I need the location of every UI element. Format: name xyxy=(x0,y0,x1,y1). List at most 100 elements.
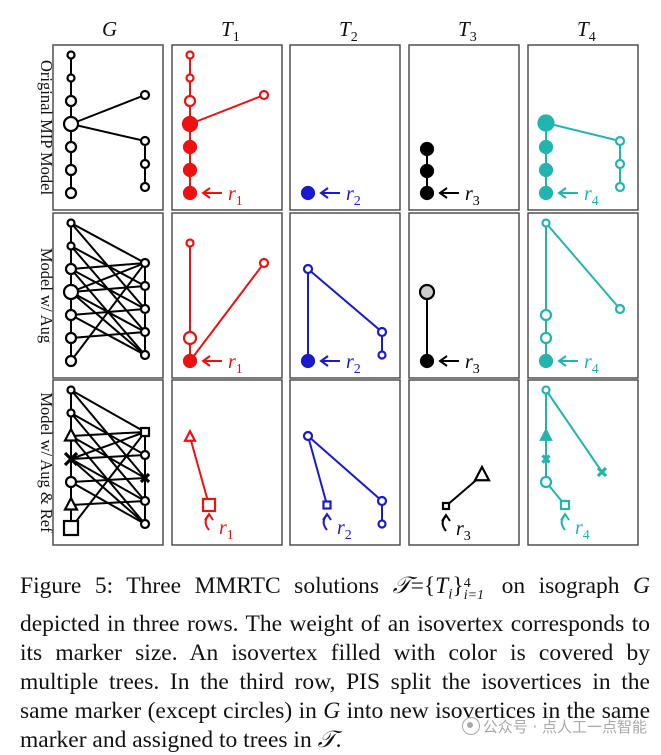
caption-after-set: on isograph xyxy=(501,573,620,599)
g-vertex xyxy=(64,262,78,276)
caption-sub-low: i=1 xyxy=(463,588,485,603)
root-arrowhead-4 xyxy=(557,187,567,199)
t2-vertex xyxy=(302,430,314,442)
column-header-T1: T1 xyxy=(221,17,240,45)
t1-vertex-shared xyxy=(182,353,198,369)
wechat-logo-icon xyxy=(461,717,480,735)
g-vertex xyxy=(139,449,151,461)
panel-r1-T4 xyxy=(527,44,639,211)
root-label-2: r2 xyxy=(346,351,361,377)
panel-content-r3-T3: r3 xyxy=(441,464,491,544)
t1-vertex xyxy=(182,330,198,346)
panel-content-r3-T2: r2 xyxy=(302,430,388,543)
caption-set-open: { xyxy=(423,573,436,599)
root-arrowhead-1 xyxy=(201,355,211,367)
t3-vertex-shared xyxy=(419,185,435,201)
g-vertex xyxy=(63,495,79,511)
root-arrowhead-3 xyxy=(438,187,448,199)
g-edge xyxy=(70,285,146,293)
panel-r3-T2 xyxy=(289,379,401,546)
panel-r3-T4 xyxy=(527,379,639,546)
g-vertex xyxy=(64,475,78,489)
t2-vertex xyxy=(302,263,314,275)
t3-vertex-shared xyxy=(419,141,435,157)
t4-vertex xyxy=(541,454,551,464)
panels-grid: r1 r2 r3 r4 r1 r2 r3 r4 r1 r2 r3 r4 xyxy=(52,44,639,546)
panel-r3-T3 xyxy=(408,379,520,546)
t4-vertex xyxy=(559,499,571,511)
t2-edge xyxy=(307,435,383,502)
caption-sup: 4 xyxy=(463,576,471,591)
figure-caption: Figure 5: Three MMRTC solutions 𝒯={Ti} 4 i… xyxy=(20,572,650,755)
t3-vertex xyxy=(418,283,436,301)
t2-vertex xyxy=(376,326,388,338)
t2-edge xyxy=(307,268,383,333)
panel-content-r2-T2: r2 xyxy=(300,263,388,377)
g-edge xyxy=(70,262,146,362)
t1-edge xyxy=(189,94,265,125)
column-header-T2: T2 xyxy=(339,17,358,45)
t4-edge xyxy=(545,222,621,310)
panel-r3-T1 xyxy=(171,379,283,546)
root-label-1: r1 xyxy=(228,351,243,377)
t2-vertex xyxy=(322,500,332,510)
t1-vertex-shared xyxy=(181,115,199,133)
caption-T-end: 𝒯 xyxy=(317,726,336,753)
t2-vertex-shared xyxy=(300,185,316,201)
t1-vertex xyxy=(185,238,195,248)
caption-intro: Three MMRTC solutions xyxy=(126,573,380,599)
panel-content-r1-T3: r3 xyxy=(419,141,480,209)
root-label-1: r1 xyxy=(219,517,234,543)
panel-r1-T1 xyxy=(171,44,283,211)
caption-figure-label: Figure 5: xyxy=(20,573,114,599)
t4-vertex xyxy=(541,218,551,228)
caption-T: 𝒯 xyxy=(392,573,411,599)
t3-vertex-shared xyxy=(419,163,435,179)
t4-vertex xyxy=(539,475,553,489)
panel-content-r1-G xyxy=(62,50,151,200)
t1-vertex xyxy=(183,428,197,442)
g-edge xyxy=(70,389,146,433)
g-vertex xyxy=(139,181,151,193)
watermark: 公众号 · 点人工一点智能 xyxy=(461,716,647,737)
g-edge xyxy=(70,454,146,460)
t1-vertex xyxy=(201,497,217,513)
g-edge xyxy=(70,431,146,437)
t4-edge xyxy=(545,122,621,142)
g-vertex xyxy=(66,73,76,83)
t4-vertex-shared xyxy=(538,139,554,155)
t4-edge xyxy=(545,389,603,473)
t3-vertex xyxy=(441,501,451,511)
row-label-1: Original MIP Model xyxy=(37,60,56,195)
root-arrowhead-3 xyxy=(441,513,451,522)
t4-vertex-shared xyxy=(539,427,553,441)
column-headers: G T1 T2 T3 T4 xyxy=(102,17,596,45)
root-label-2: r2 xyxy=(346,183,361,209)
t4-vertex xyxy=(596,466,608,478)
caption-T-i: T xyxy=(435,573,449,599)
t4-vertex xyxy=(614,135,626,147)
g-vertex xyxy=(64,94,78,108)
panel-content-r2-T4: r4 xyxy=(538,218,626,377)
t1-vertex-shared xyxy=(182,185,198,201)
watermark-text: 公众号 · 点人工一点智能 xyxy=(482,718,647,736)
t1-vertex xyxy=(258,89,270,101)
t1-vertex xyxy=(183,94,197,108)
g-edge xyxy=(70,331,146,339)
t1-vertex-shared xyxy=(182,162,198,178)
panel-r1-T3 xyxy=(408,44,520,211)
panel-content-r3-T1: r1 xyxy=(183,428,234,543)
t3-vertex xyxy=(473,464,491,482)
panel-r3-G xyxy=(52,379,164,546)
root-arrowhead-2 xyxy=(319,355,329,367)
t1-vertex xyxy=(258,257,270,269)
t4-vertex xyxy=(614,181,626,193)
root-arrowhead-3 xyxy=(438,355,448,367)
g-edge xyxy=(70,262,146,270)
g-vertex xyxy=(139,257,151,269)
t1-vertex-shared xyxy=(182,139,198,155)
root-label-2: r2 xyxy=(337,517,352,543)
g-edge xyxy=(70,222,146,264)
g-edge xyxy=(70,94,146,125)
row-label-2: Model w/ Aug xyxy=(37,248,56,343)
